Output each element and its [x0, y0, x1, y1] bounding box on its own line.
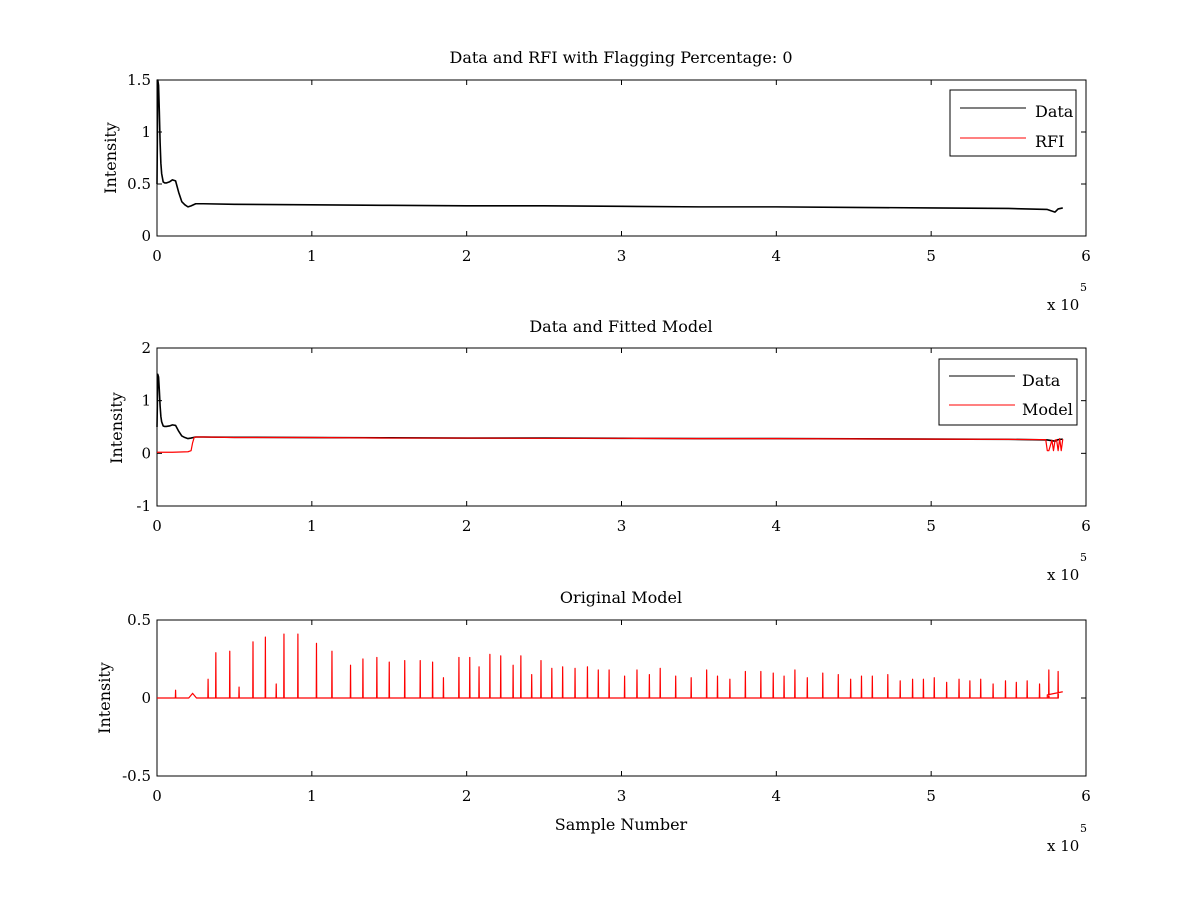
subplot-1-legend-label-rfi: RFI — [1035, 132, 1064, 151]
subplot-1-xtick-label-3: 3 — [617, 247, 627, 265]
subplot-2-legend: Data Model — [938, 358, 1078, 426]
subplot-2-xtick-label-6: 6 — [1081, 517, 1091, 535]
subplot-2-xtick-label-3: 3 — [617, 517, 627, 535]
subplot-2-ytick-label-0: -1 — [136, 497, 151, 515]
subplot-2-legend-box — [938, 358, 1078, 426]
subplot-1-legend-label-data: Data — [1035, 102, 1074, 121]
subplot-1-ytick-label-1: 0.5 — [127, 175, 151, 193]
subplot-2-xticks: 0 1 2 3 4 5 6 — [152, 348, 1091, 535]
subplot-2-series-model-line — [157, 436, 1064, 453]
subplot-3-series-model-line — [157, 633, 1063, 699]
subplot-2-xtick-label-5: 5 — [926, 517, 936, 535]
subplot-2-legend-label-model: Model — [1022, 400, 1073, 419]
subplot-1-series-data-line — [156, 79, 1063, 213]
subplot-1-x-exponent-base: x 10 — [1047, 296, 1079, 314]
subplot-2-xtick-label-4: 4 — [772, 517, 782, 535]
subplot-2-xtick-label-2: 2 — [462, 517, 472, 535]
subplot-1-x-exponent: 5 — [1080, 281, 1087, 294]
subplot-2-x-exponent-base: x 10 — [1047, 566, 1079, 584]
subplot-3-xtick-label-5: 5 — [926, 787, 936, 805]
subplot-1-xtick-label-5: 5 — [926, 247, 936, 265]
subplot-1-legend-box — [949, 89, 1077, 157]
subplot-3-ylabel: Intensity — [95, 662, 114, 734]
subplot-1-xtick-label-0: 0 — [152, 247, 162, 265]
subplot-1-title: Data and RFI with Flagging Percentage: 0 — [449, 48, 792, 67]
subplot-3-xtick-label-2: 2 — [462, 787, 472, 805]
subplot-1-ylabel: Intensity — [101, 122, 120, 194]
subplot-1-xtick-label-1: 1 — [307, 247, 317, 265]
subplot-3-plot-area — [157, 633, 1063, 699]
subplot-1-ytick-label-2: 1 — [141, 123, 151, 141]
subplot-2-xtick-label-0: 0 — [152, 517, 162, 535]
subplot-3-xlabel: Sample Number — [555, 815, 688, 834]
subplot-2-plot-area — [156, 373, 1064, 453]
subplot-3-xtick-label-6: 6 — [1081, 787, 1091, 805]
subplot-1-yticks: 0 0.5 1 1.5 — [127, 71, 1086, 245]
subplot-1-ytick-label-3: 1.5 — [127, 71, 151, 89]
subplot-1-ytick-label-0: 0 — [141, 227, 151, 245]
subplot-1-xticks: 0 1 2 3 4 5 6 — [152, 80, 1091, 265]
subplot-2-ytick-label-2: 1 — [141, 392, 151, 410]
subplot-3-xticks: 0 1 2 3 4 5 6 — [152, 620, 1091, 805]
subplot-3-xtick-label-4: 4 — [772, 787, 782, 805]
subplot-3-x-exponent-base: x 10 — [1047, 837, 1079, 855]
subplot-3: Original Model Intensity Sample Number 0… — [95, 588, 1091, 855]
subplot-3-ytick-label-0: -0.5 — [122, 767, 151, 785]
subplot-2-legend-label-data: Data — [1022, 371, 1061, 390]
subplot-2-ylabel: Intensity — [107, 392, 126, 464]
subplot-3-xtick-label-1: 1 — [307, 787, 317, 805]
subplot-2-ytick-label-3: 2 — [141, 339, 151, 357]
subplot-1-xtick-label-6: 6 — [1081, 247, 1091, 265]
subplot-3-x-exponent: 5 — [1080, 822, 1087, 835]
subplot-2-xtick-label-1: 1 — [307, 517, 317, 535]
subplot-3-yticks: -0.5 0 0.5 — [122, 611, 1086, 785]
subplot-1: Data and RFI with Flagging Percentage: 0… — [101, 48, 1091, 314]
subplot-3-title: Original Model — [560, 588, 682, 607]
subplot-1-legend: Data RFI — [949, 89, 1077, 157]
subplot-3-ytick-label-1: 0 — [141, 689, 151, 707]
subplot-2-ytick-label-1: 0 — [141, 444, 151, 462]
subplot-2-yticks: -1 0 1 2 — [136, 339, 1086, 515]
subplot-1-xtick-label-2: 2 — [462, 247, 472, 265]
subplot-3-xtick-label-0: 0 — [152, 787, 162, 805]
subplot-2-x-exponent: 5 — [1080, 551, 1087, 564]
subplot-2-title: Data and Fitted Model — [529, 317, 712, 336]
subplot-3-xtick-label-3: 3 — [617, 787, 627, 805]
subplot-1-xtick-label-4: 4 — [772, 247, 782, 265]
subplot-3-ytick-label-2: 0.5 — [127, 611, 151, 629]
subplot-1-plot-area — [156, 79, 1063, 213]
